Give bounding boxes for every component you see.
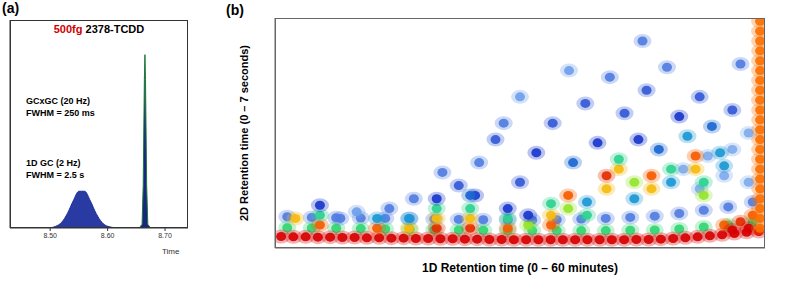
svg-text:8.60: 8.60 xyxy=(101,232,115,239)
html-text:FWHM = 2.5 s: FWHM = 2.5 s xyxy=(26,170,85,180)
html-text:Time: Time xyxy=(162,247,180,256)
html-text:1D GC (2 Hz): 1D GC (2 Hz) xyxy=(26,158,81,168)
html-text:FWHM = 250 ms: FWHM = 250 ms xyxy=(26,108,95,118)
html-text:(b): (b) xyxy=(226,2,244,18)
svg-text:8.70: 8.70 xyxy=(158,232,172,239)
html-text:(a): (a) xyxy=(2,0,20,16)
html-text:1D Retention time (0 – 60 minu: 1D Retention time (0 – 60 minutes) xyxy=(422,261,618,275)
svg-text:8.50: 8.50 xyxy=(43,232,57,239)
html-text:500fg 2378-TCDD: 500fg 2378-TCDD xyxy=(53,23,145,35)
html-text:2D Retention time (0 – 7 secon: 2D Retention time (0 – 7 seconds) xyxy=(238,45,250,221)
html-text:GCxGC (20 Hz): GCxGC (20 Hz) xyxy=(26,96,90,106)
